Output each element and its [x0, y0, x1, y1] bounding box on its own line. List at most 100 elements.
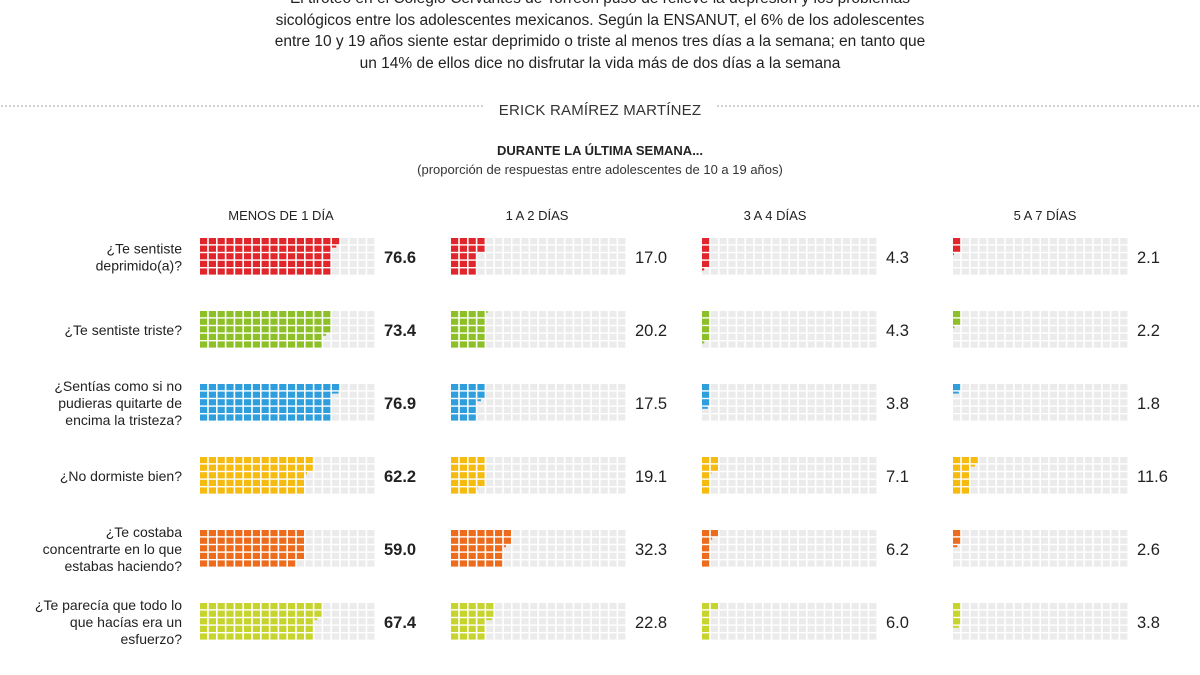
- waffle-square: [1058, 625, 1066, 632]
- waffle-square: [1085, 414, 1093, 421]
- waffle-square: [807, 406, 815, 413]
- waffle-square: [746, 406, 754, 413]
- waffle-square: [842, 384, 850, 391]
- waffle-square: [746, 333, 754, 340]
- waffle-square: [459, 625, 467, 632]
- waffle-square: [358, 253, 366, 260]
- waffle-square: [1111, 537, 1119, 544]
- waffle-square: [521, 326, 529, 333]
- waffle-square: [979, 560, 987, 567]
- waffle-square: [340, 399, 348, 406]
- waffle-square-partial: [486, 618, 492, 621]
- waffle-square: [953, 399, 961, 406]
- waffle-square: [583, 326, 591, 333]
- waffle-square: [825, 479, 833, 486]
- waffle-square: [710, 552, 718, 559]
- waffle-square: [521, 268, 529, 275]
- waffle-square: [970, 326, 978, 333]
- waffle-square: [547, 333, 555, 340]
- waffle-square: [332, 625, 340, 632]
- waffle-square: [367, 618, 375, 625]
- waffle-square: [495, 603, 503, 610]
- waffle-square: [477, 391, 485, 398]
- waffle-square: [816, 545, 824, 552]
- waffle-square: [279, 341, 287, 348]
- waffle-square: [296, 530, 304, 537]
- waffle-square: [226, 618, 234, 625]
- waffle-square: [1032, 487, 1040, 494]
- waffle-square: [591, 399, 599, 406]
- waffle-square: [565, 457, 573, 464]
- waffle-square: [323, 341, 331, 348]
- waffle-square: [1085, 333, 1093, 340]
- waffle-square: [702, 333, 710, 340]
- waffle-square: [332, 406, 340, 413]
- waffle-square: [583, 560, 591, 567]
- waffle-square: [1041, 384, 1049, 391]
- waffle-square: [600, 618, 608, 625]
- waffle-square: [468, 414, 476, 421]
- waffle-square: [261, 560, 269, 567]
- waffle-square: [860, 238, 868, 245]
- waffle-square: [451, 238, 459, 245]
- waffle-square: [270, 391, 278, 398]
- waffle-square: [702, 464, 710, 471]
- waffle-square: [451, 618, 459, 625]
- waffle-square: [728, 560, 736, 567]
- waffle-square: [961, 464, 969, 471]
- waffle-square: [358, 406, 366, 413]
- waffle-square: [979, 603, 987, 610]
- waffle-square: [737, 311, 745, 318]
- waffle-square: [217, 341, 225, 348]
- waffle-square: [816, 245, 824, 252]
- waffle-square: [244, 545, 252, 552]
- waffle-square: [468, 341, 476, 348]
- waffle-square: [217, 326, 225, 333]
- waffle-square: [979, 238, 987, 245]
- waffle-square: [1093, 268, 1101, 275]
- value-label: 2.6: [1137, 541, 1160, 559]
- waffle-square: [710, 618, 718, 625]
- waffle-square: [710, 245, 718, 252]
- waffle-square: [235, 245, 243, 252]
- waffle-square: [1076, 333, 1084, 340]
- waffle-square: [1120, 545, 1128, 552]
- waffle-square: [798, 311, 806, 318]
- waffle-square: [979, 260, 987, 267]
- waffle-square: [349, 406, 357, 413]
- waffle-square: [574, 479, 582, 486]
- waffle-square: [1023, 341, 1031, 348]
- waffle-square: [860, 464, 868, 471]
- waffle-square: [459, 238, 467, 245]
- waffle-square: [825, 487, 833, 494]
- waffle-square: [600, 633, 608, 640]
- waffle-square: [583, 238, 591, 245]
- waffle-square: [451, 633, 459, 640]
- waffle-square: [521, 625, 529, 632]
- waffle-square: [296, 341, 304, 348]
- waffle-square: [1032, 457, 1040, 464]
- waffle-square: [323, 399, 331, 406]
- waffle-square: [486, 391, 494, 398]
- waffle-square: [459, 311, 467, 318]
- waffle-square: [261, 618, 269, 625]
- waffle-square: [1005, 487, 1013, 494]
- waffle-square: [349, 341, 357, 348]
- waffle-square: [790, 560, 798, 567]
- waffle-square: [349, 253, 357, 260]
- waffle-square: [1085, 326, 1093, 333]
- waffle-square: [798, 384, 806, 391]
- waffle-square: [556, 311, 564, 318]
- waffle-square: [1102, 406, 1110, 413]
- waffle-square: [1014, 245, 1022, 252]
- waffle-square: [746, 245, 754, 252]
- waffle-square-partial: [710, 537, 713, 540]
- waffle-square: [1085, 618, 1093, 625]
- waffle-square: [495, 464, 503, 471]
- waffle-square: [1005, 318, 1013, 325]
- waffle-square: [869, 472, 877, 479]
- row-label: concentrarte en lo que: [43, 541, 183, 557]
- waffle-square: [583, 260, 591, 267]
- waffle-square: [495, 326, 503, 333]
- waffle-square: [1032, 479, 1040, 486]
